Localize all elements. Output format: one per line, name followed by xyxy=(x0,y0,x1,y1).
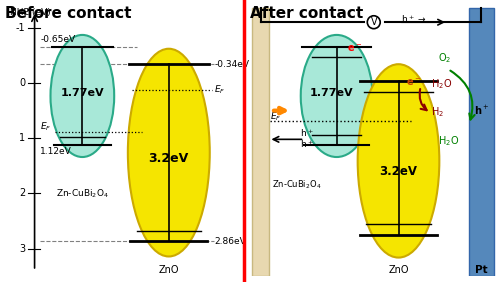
Text: 1: 1 xyxy=(20,133,26,143)
Text: H$_2$O: H$_2$O xyxy=(438,134,460,148)
Text: 3: 3 xyxy=(20,244,26,254)
Text: NHE (eV): NHE (eV) xyxy=(10,8,50,17)
Text: H$_2$O: H$_2$O xyxy=(430,77,452,91)
Text: 2: 2 xyxy=(19,188,26,199)
Text: 1.12eV: 1.12eV xyxy=(40,147,72,156)
Ellipse shape xyxy=(358,64,440,257)
Text: Pt: Pt xyxy=(475,265,488,275)
Ellipse shape xyxy=(50,35,114,157)
Text: 1.77eV: 1.77eV xyxy=(310,88,354,98)
Text: Zn-CuBi$_2$O$_4$: Zn-CuBi$_2$O$_4$ xyxy=(56,187,109,200)
Text: h$^+$: h$^+$ xyxy=(300,138,314,150)
Text: 1.77eV: 1.77eV xyxy=(60,88,104,98)
Text: h$^+$: h$^+$ xyxy=(474,104,489,117)
Text: e$^-$: e$^-$ xyxy=(406,78,421,89)
Text: -0.65eV: -0.65eV xyxy=(40,35,76,44)
Text: Before contact: Before contact xyxy=(5,6,132,21)
Text: 3.2eV: 3.2eV xyxy=(380,166,418,179)
Text: e$^-$: e$^-$ xyxy=(346,43,362,54)
Text: ZnO: ZnO xyxy=(158,265,179,275)
Text: -1: -1 xyxy=(16,23,26,33)
Text: h$^+$: h$^+$ xyxy=(300,127,314,138)
Ellipse shape xyxy=(128,49,210,256)
Text: After contact: After contact xyxy=(250,6,363,21)
Text: ZnO: ZnO xyxy=(388,265,409,275)
Text: E$_F$: E$_F$ xyxy=(40,121,52,133)
Text: 0: 0 xyxy=(20,78,26,88)
Text: 2.86eV: 2.86eV xyxy=(214,237,246,246)
Text: V: V xyxy=(370,17,377,27)
Text: E$_F$: E$_F$ xyxy=(214,83,226,96)
Text: Zn-CuBi$_2$O$_4$: Zn-CuBi$_2$O$_4$ xyxy=(272,179,322,191)
Ellipse shape xyxy=(300,35,372,157)
Text: h$^+$ →: h$^+$ → xyxy=(401,13,426,25)
Bar xyxy=(252,8,268,276)
Text: E$_F$: E$_F$ xyxy=(270,111,281,123)
Text: -0.34eV: -0.34eV xyxy=(214,60,250,69)
Text: H$_2$: H$_2$ xyxy=(430,105,444,119)
Bar xyxy=(469,8,494,276)
Text: O$_2$: O$_2$ xyxy=(438,51,452,65)
Text: 3.2eV: 3.2eV xyxy=(148,152,189,165)
